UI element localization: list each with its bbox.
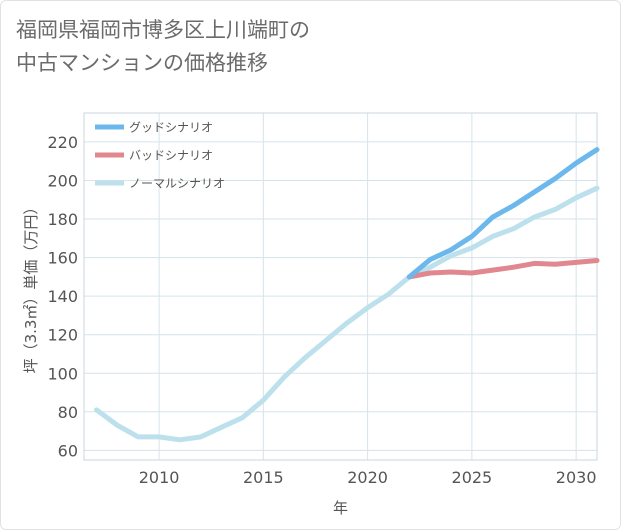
y-tick-label: 220	[47, 133, 78, 152]
y-tick-label: 160	[47, 249, 78, 268]
y-axis-label: 坪（3.3㎡）単価（万円）	[22, 200, 40, 374]
x-tick-label: 2030	[556, 468, 597, 487]
y-tick-label: 180	[47, 210, 78, 229]
x-axis-label: 年	[333, 499, 348, 517]
tick-labels: 2010 2015 2020 2025 2030 60 80 100 120 140 160 180 2…	[47, 133, 596, 487]
y-tick-label: 60	[58, 441, 78, 460]
x-tick-label: 2025	[452, 468, 493, 487]
series-line-1	[406, 258, 600, 280]
y-tick-label: 120	[47, 326, 78, 345]
chart-title-line1: 福岡県福岡市博多区上川端町の	[16, 18, 310, 42]
legend-label-1: バッドシナリオ	[129, 149, 213, 163]
y-tick-label: 100	[47, 364, 78, 383]
x-tick-label: 2020	[347, 468, 388, 487]
chart-title-line2: 中古マンションの価格推移	[16, 51, 268, 75]
grid	[84, 113, 597, 460]
x-tick-label: 2015	[243, 468, 284, 487]
plot-border	[83, 112, 598, 461]
series-lines	[94, 147, 600, 443]
legend-label-2: ノーマルシナリオ	[129, 177, 225, 191]
chart-title: 福岡県福岡市博多区上川端町の 中古マンションの価格推移	[16, 14, 310, 80]
y-tick-label: 140	[47, 287, 78, 306]
y-tick-label: 200	[47, 171, 78, 190]
series-line-0	[406, 147, 600, 280]
y-tick-label: 80	[58, 403, 78, 422]
legend-label-0: グッドシナリオ	[129, 121, 213, 135]
series-line-2	[94, 185, 600, 443]
x-tick-label: 2010	[139, 468, 180, 487]
